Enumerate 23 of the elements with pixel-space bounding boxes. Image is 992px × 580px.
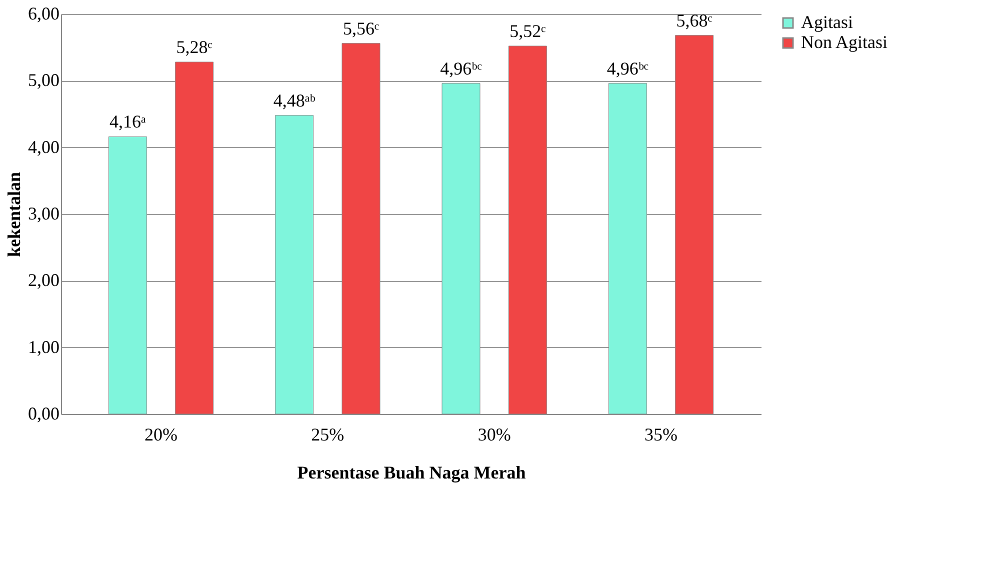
y-axis-title: kekentalan [4,172,24,258]
data-label: 5,68ᶜ [676,10,713,30]
x-tick-label: 30% [478,424,511,444]
y-tick-label: 4,00 [28,136,60,157]
data-label: 5,56ᶜ [342,18,380,38]
y-tick-label: 1,00 [28,336,60,357]
y-tick-label: 3,00 [28,204,60,224]
y-tick-label: 0,00 [28,404,60,424]
x-tick-label: 20% [144,424,178,444]
data-label: 5,52ᶜ [510,21,546,41]
legend-label: Non Agitasi [801,32,888,52]
data-label: 4,48ᵃᵇ [273,90,316,110]
x-tick-label: 25% [311,424,344,444]
data-label: 5,28ᶜ [176,37,213,57]
legend-label: Agitasi [801,12,853,32]
data-label: 4,96ᵇᶜ [440,58,482,78]
data-label: 4,96ᵇᶜ [606,58,649,78]
data-label: 4,16ᵃ [109,112,146,132]
x-axis-title: Persentase Buah Naga Merah [297,462,526,482]
x-tick-label: 35% [644,424,678,444]
y-tick-label: 2,00 [28,270,60,290]
y-tick-label: 5,00 [28,70,60,90]
y-tick-label: 6,00 [28,4,60,24]
